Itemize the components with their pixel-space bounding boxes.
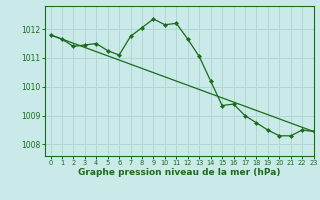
X-axis label: Graphe pression niveau de la mer (hPa): Graphe pression niveau de la mer (hPa) [78,168,280,177]
